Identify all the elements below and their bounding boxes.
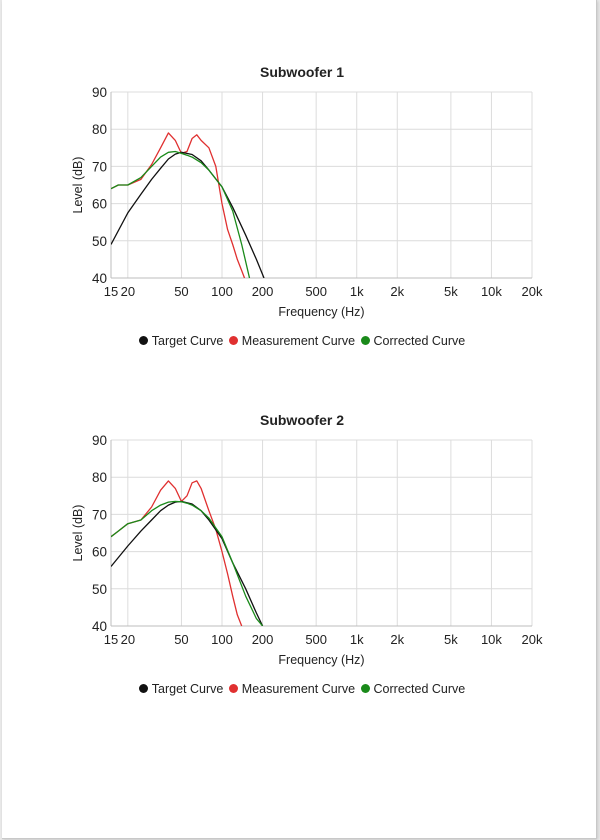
y-axis-label: Level (dB) <box>71 157 85 214</box>
x-tick-label: 1k <box>350 284 364 299</box>
legend-item-target[interactable]: Target Curve <box>138 682 224 696</box>
chart-plot: 40 50 60 70 80 90 15 20 50 100 200 500 1k 2k 5k 10k 20k F… <box>71 433 543 667</box>
series-line-corrected-curve <box>111 500 264 626</box>
y-tick-label: 90 <box>92 85 107 100</box>
x-tick-label: 10k <box>481 284 502 299</box>
y-tick-label: 90 <box>92 433 107 448</box>
x-tick-label: 5k <box>444 632 458 647</box>
legend-item-corrected[interactable]: Corrected Curve <box>360 682 466 696</box>
legend-marker-corrected <box>360 684 370 693</box>
x-axis-label: Frequency (Hz) <box>278 653 364 667</box>
x-tick-label: 500 <box>305 284 327 299</box>
x-tick-label: 20 <box>121 284 135 299</box>
x-tick-label: 2k <box>390 284 404 299</box>
legend-label: Measurement Curve <box>241 682 356 696</box>
legend-label: Corrected Curve <box>373 334 466 348</box>
chart-legend: Target Curve Measurement Curve Corrected… <box>2 334 600 348</box>
x-tick-label: 20 <box>121 632 135 647</box>
y-axis-label: Level (dB) <box>71 505 85 562</box>
series-line-target-curve <box>111 500 264 626</box>
legend-item-corrected[interactable]: Corrected Curve <box>360 334 466 348</box>
x-tick-label: 100 <box>211 632 233 647</box>
y-tick-label: 80 <box>92 122 107 137</box>
y-tick-label: 50 <box>92 582 107 597</box>
series-line-target-curve <box>111 151 265 278</box>
legend-label: Target Curve <box>151 334 224 348</box>
y-tick-label: 40 <box>92 619 107 634</box>
chart-plot: 40 50 60 70 80 90 15 20 50 100 200 500 1k 2k 5k 10k 20k F… <box>71 85 543 319</box>
y-tick-label: 60 <box>92 545 107 560</box>
x-tick-label: 15 <box>104 632 118 647</box>
x-tick-label: 2k <box>390 632 404 647</box>
x-tick-label: 5k <box>444 284 458 299</box>
legend-item-measurement[interactable]: Measurement Curve <box>228 334 356 348</box>
legend-marker-measurement <box>228 336 238 345</box>
y-tick-label: 70 <box>92 159 107 174</box>
chart-title: Subwoofer 2 <box>259 412 344 428</box>
legend-marker-target <box>138 684 148 693</box>
x-tick-label: 20k <box>522 284 543 299</box>
legend-item-measurement[interactable]: Measurement Curve <box>228 682 356 696</box>
x-tick-label: 15 <box>104 284 118 299</box>
legend-marker-target <box>138 336 148 345</box>
x-tick-label: 200 <box>252 284 274 299</box>
y-tick-label: 50 <box>92 234 107 249</box>
y-tick-label: 60 <box>92 197 107 212</box>
legend-label: Measurement Curve <box>241 334 356 348</box>
chart-title: Subwoofer 1 <box>259 64 344 80</box>
legend-marker-measurement <box>228 684 238 693</box>
legend-label: Corrected Curve <box>373 682 466 696</box>
y-tick-label: 70 <box>92 507 107 522</box>
legend-label: Target Curve <box>151 682 224 696</box>
x-tick-label: 20k <box>522 632 543 647</box>
legend-marker-corrected <box>360 336 370 345</box>
x-tick-label: 1k <box>350 632 364 647</box>
x-tick-label: 50 <box>174 284 188 299</box>
x-tick-label: 10k <box>481 632 502 647</box>
legend-item-target[interactable]: Target Curve <box>138 334 224 348</box>
x-tick-label: 200 <box>252 632 274 647</box>
chart-legend: Target Curve Measurement Curve Corrected… <box>2 682 600 696</box>
x-axis-label: Frequency (Hz) <box>278 305 364 319</box>
x-tick-label: 100 <box>211 284 233 299</box>
x-tick-label: 500 <box>305 632 327 647</box>
y-tick-label: 80 <box>92 470 107 485</box>
x-tick-label: 50 <box>174 632 188 647</box>
series-line-corrected-curve <box>111 150 251 278</box>
y-tick-label: 40 <box>92 271 107 286</box>
